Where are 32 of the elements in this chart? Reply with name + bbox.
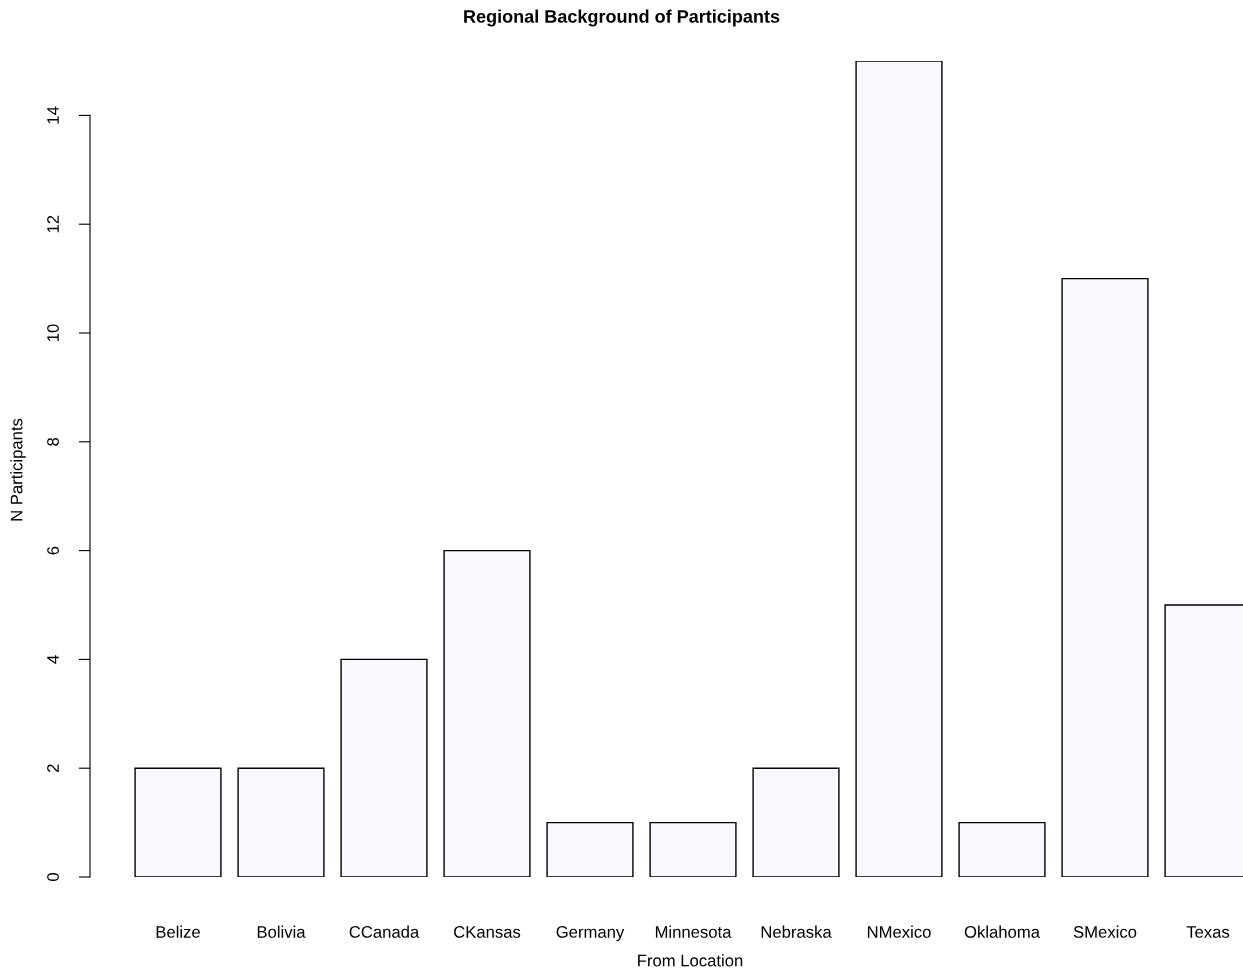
bar [237, 767, 325, 877]
y-tick-label: 12 [47, 215, 59, 233]
chart-title: Regional Background of Participants [464, 9, 780, 27]
y-tick-label: 14 [47, 106, 59, 124]
x-axis-title: From Location [638, 954, 743, 967]
y-tick-label: 4 [47, 655, 59, 664]
x-tick-label: CKansas [454, 926, 521, 938]
y-axis-title: N Participants [10, 418, 26, 521]
y-tick-label: 2 [47, 764, 59, 772]
y-tick-label: 8 [47, 437, 59, 446]
bar [546, 821, 634, 877]
x-tick-label: CCanada [349, 925, 420, 938]
bar [855, 61, 943, 877]
bar [958, 821, 1046, 877]
x-tick-label: SMexico [1073, 925, 1137, 938]
x-tick-label: Minnesota [655, 925, 732, 938]
bar [1061, 277, 1149, 877]
y-tick-label: 10 [47, 324, 59, 341]
bar [649, 821, 737, 877]
y-tick-label: 0 [47, 873, 59, 881]
y-tick-label: 6 [47, 546, 59, 555]
x-tick-label: Belize [156, 925, 200, 938]
x-tick-label: NMexico [867, 925, 931, 938]
bar [752, 767, 840, 877]
bar [134, 767, 222, 877]
x-tick-label: Germany [556, 926, 625, 942]
x-tick-label: Oklahoma [964, 925, 1040, 938]
x-tick-label: Nebraska [761, 925, 832, 938]
x-tick-label: Bolivia [257, 925, 306, 938]
bar [443, 549, 531, 877]
bar [340, 658, 428, 877]
x-tick-label: Texas [1186, 926, 1230, 938]
